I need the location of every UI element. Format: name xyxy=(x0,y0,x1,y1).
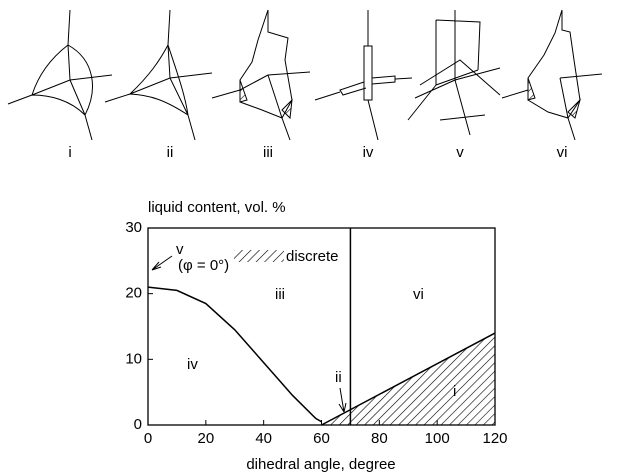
sketch-label: i xyxy=(68,144,71,161)
x-tick-label: 40 xyxy=(255,430,272,447)
sketch-vi xyxy=(501,9,603,141)
arrow xyxy=(338,387,347,413)
x-axis-label: dihedral angle, degree xyxy=(246,456,395,473)
sketch-label: iii xyxy=(263,144,273,161)
arrow xyxy=(151,255,173,271)
y-axis-label: liquid content, vol. % xyxy=(148,199,286,216)
sketch-v xyxy=(407,10,501,136)
y-tick-label: 20 xyxy=(125,285,142,302)
annotation: discrete xyxy=(286,248,339,265)
sketch-ii xyxy=(104,9,213,141)
x-tick-label: 60 xyxy=(313,430,330,447)
sketch-labels: i ii iii iv v vi xyxy=(68,144,567,161)
sketch-i xyxy=(7,9,113,141)
sketch-label: ii xyxy=(167,144,174,161)
sketches xyxy=(7,9,603,141)
annotation: iii xyxy=(275,286,285,303)
x-tick-label: 20 xyxy=(197,430,214,447)
sketch-label: iv xyxy=(363,144,374,161)
annotation: v xyxy=(176,241,184,258)
annotation: vi xyxy=(413,286,424,303)
line xyxy=(147,286,322,423)
sketch-label: vi xyxy=(557,144,568,161)
annotation: (φ = 0°) xyxy=(178,257,229,274)
x-tick-label: 0 xyxy=(144,430,152,447)
y-tick-label: 0 xyxy=(134,416,142,433)
sketch-iii xyxy=(211,9,311,141)
y-tick-label: 10 xyxy=(125,350,142,367)
sketch-label: v xyxy=(456,144,464,161)
annotation: iv xyxy=(187,356,198,373)
y-tick-label: 30 xyxy=(125,219,142,236)
legend-swatch xyxy=(234,250,284,262)
annotation: ii xyxy=(335,369,342,386)
x-tick-label: 80 xyxy=(371,430,388,447)
sketch-iv xyxy=(314,10,413,141)
x-tick-label: 120 xyxy=(482,430,507,447)
x-tick-label: 100 xyxy=(425,430,450,447)
